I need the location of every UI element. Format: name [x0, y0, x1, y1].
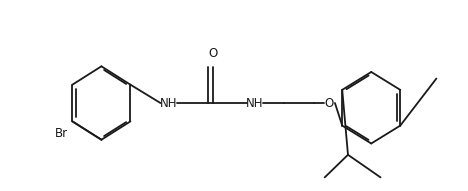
Text: NH: NH: [160, 96, 178, 109]
Text: NH: NH: [246, 96, 263, 109]
Text: Br: Br: [55, 127, 68, 140]
Text: O: O: [208, 47, 218, 60]
Text: O: O: [325, 96, 334, 109]
